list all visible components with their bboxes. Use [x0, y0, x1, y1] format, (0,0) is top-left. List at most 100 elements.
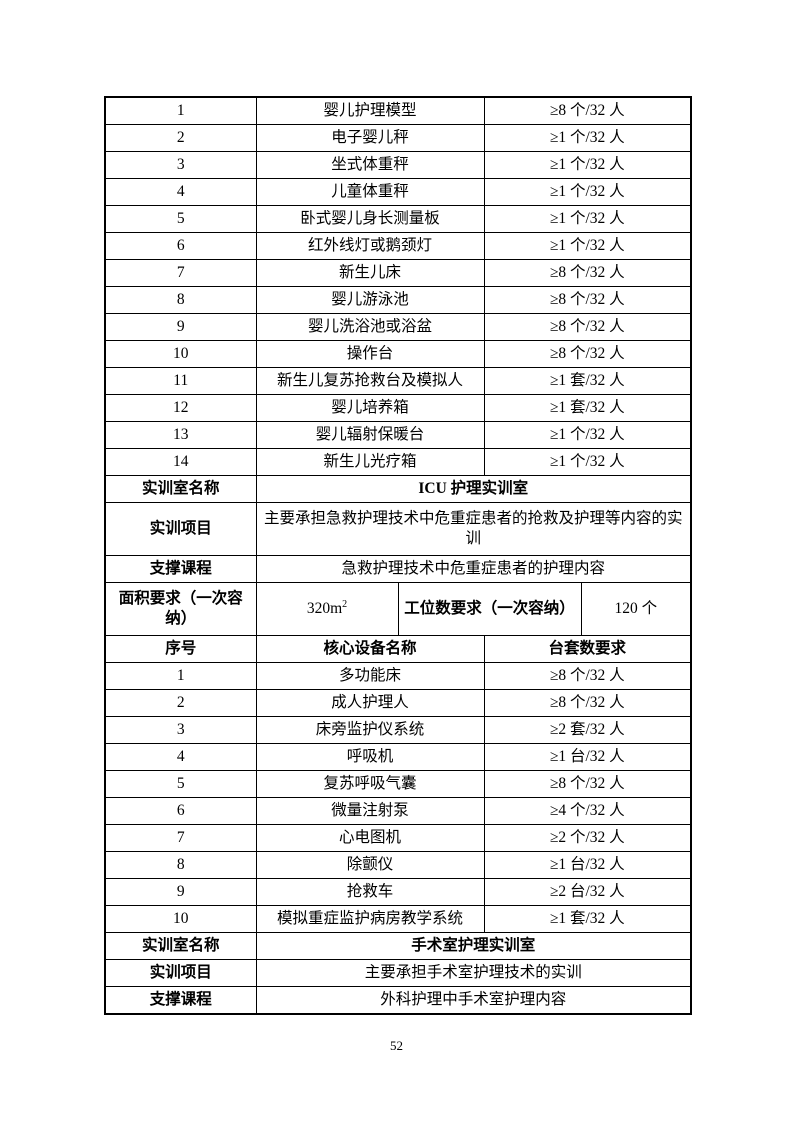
project-row: 实训项目 主要承担急救护理技术中危重症患者的抢救及护理等内容的实训 [104, 502, 692, 556]
area-row: 面积要求（一次容纳） 320m2 工位数要求（一次容纳） 120 个 [104, 582, 692, 636]
course-value-cell: 急救护理技术中危重症患者的护理内容 [255, 555, 692, 583]
serial-cell: 6 [104, 797, 257, 825]
equipment-name-cell: 微量注射泵 [255, 797, 485, 825]
serial-cell: 6 [104, 232, 257, 260]
quantity-cell: ≥1 个/32 人 [483, 232, 692, 260]
course-row: 支撑课程 外科护理中手术室护理内容 [104, 986, 692, 1015]
infant-equipment-rows: 1 婴儿护理模型 ≥8 个/32 人 2 电子婴儿秤 ≥1 个/32 人 3 坐… [104, 96, 692, 476]
table-row: 6 微量注射泵 ≥4 个/32 人 [104, 797, 692, 825]
equipment-name-cell: 红外线灯或鹅颈灯 [255, 232, 485, 260]
equipment-name-cell: 复苏呼吸气囊 [255, 770, 485, 798]
training-room-spec-table: 1 婴儿护理模型 ≥8 个/32 人 2 电子婴儿秤 ≥1 个/32 人 3 坐… [104, 96, 693, 1015]
room-name-label-cell: 实训室名称 [104, 932, 257, 960]
icu-section: 实训室名称 ICU 护理实训室 实训项目 主要承担急救护理技术中危重症患者的抢救… [104, 475, 692, 663]
quantity-cell: ≥1 套/32 人 [483, 367, 692, 395]
table-row: 3 床旁监护仪系统 ≥2 套/32 人 [104, 716, 692, 744]
table-row: 7 新生儿床 ≥8 个/32 人 [104, 259, 692, 287]
workstation-label-cell: 工位数要求（一次容纳） [397, 582, 582, 636]
serial-cell: 13 [104, 421, 257, 449]
equipment-name-cell: 坐式体重秤 [255, 151, 485, 179]
room-name-value-cell: 手术室护理实训室 [255, 932, 692, 960]
project-row: 实训项目 主要承担手术室护理技术的实训 [104, 959, 692, 987]
course-value-cell: 外科护理中手术室护理内容 [255, 986, 692, 1015]
equipment-name-cell: 新生儿复苏抢救台及模拟人 [255, 367, 485, 395]
table-row: 9 婴儿洗浴池或浴盆 ≥8 个/32 人 [104, 313, 692, 341]
table-row: 2 电子婴儿秤 ≥1 个/32 人 [104, 124, 692, 152]
quantity-cell: ≥4 个/32 人 [483, 797, 692, 825]
equipment-name-cell: 婴儿洗浴池或浴盆 [255, 313, 485, 341]
quantity-cell: ≥2 套/32 人 [483, 716, 692, 744]
serial-cell: 2 [104, 689, 257, 717]
quantity-cell: ≥8 个/32 人 [483, 770, 692, 798]
table-row: 1 婴儿护理模型 ≥8 个/32 人 [104, 96, 692, 125]
serial-cell: 14 [104, 448, 257, 476]
serial-cell: 7 [104, 259, 257, 287]
equipment-name-cell: 新生儿光疗箱 [255, 448, 485, 476]
table-row: 8 除颤仪 ≥1 台/32 人 [104, 851, 692, 879]
header-quantity-cell: 台套数要求 [483, 635, 692, 663]
serial-cell: 7 [104, 824, 257, 852]
equipment-name-cell: 操作台 [255, 340, 485, 368]
table-row: 4 儿童体重秤 ≥1 个/32 人 [104, 178, 692, 206]
serial-cell: 9 [104, 313, 257, 341]
quantity-cell: ≥8 个/32 人 [483, 286, 692, 314]
table-row: 9 抢救车 ≥2 台/32 人 [104, 878, 692, 906]
area-superscript: 2 [342, 598, 348, 610]
equipment-name-cell: 卧式婴儿身长测量板 [255, 205, 485, 233]
serial-cell: 10 [104, 340, 257, 368]
table-row: 11 新生儿复苏抢救台及模拟人 ≥1 套/32 人 [104, 367, 692, 395]
serial-cell: 5 [104, 770, 257, 798]
equipment-name-cell: 心电图机 [255, 824, 485, 852]
project-value-cell: 主要承担手术室护理技术的实训 [255, 959, 692, 987]
quantity-cell: ≥8 个/32 人 [483, 689, 692, 717]
quantity-cell: ≥1 套/32 人 [483, 394, 692, 422]
page-number: 52 [390, 1038, 403, 1053]
serial-cell: 1 [104, 662, 257, 690]
workstation-value-cell: 120 个 [580, 582, 692, 636]
serial-cell: 9 [104, 878, 257, 906]
equipment-name-cell: 婴儿护理模型 [255, 96, 485, 125]
quantity-cell: ≥1 个/32 人 [483, 124, 692, 152]
table-row: 5 复苏呼吸气囊 ≥8 个/32 人 [104, 770, 692, 798]
quantity-cell: ≥1 个/32 人 [483, 151, 692, 179]
equipment-name-cell: 呼吸机 [255, 743, 485, 771]
room-name-label-cell: 实训室名称 [104, 475, 257, 503]
equipment-name-cell: 婴儿培养箱 [255, 394, 485, 422]
project-label-cell: 实训项目 [104, 502, 257, 556]
room-name-value-cell: ICU 护理实训室 [255, 475, 692, 503]
project-value-cell: 主要承担急救护理技术中危重症患者的抢救及护理等内容的实训 [255, 502, 692, 556]
room-name-row: 实训室名称 手术室护理实训室 [104, 932, 692, 960]
serial-cell: 3 [104, 151, 257, 179]
equipment-name-cell: 除颤仪 [255, 851, 485, 879]
area-value-cell: 320m2 [255, 582, 399, 636]
course-label-cell: 支撑课程 [104, 986, 257, 1015]
quantity-cell: ≥1 个/32 人 [483, 205, 692, 233]
quantity-cell: ≥1 个/32 人 [483, 421, 692, 449]
quantity-cell: ≥8 个/32 人 [483, 96, 692, 125]
table-row: 12 婴儿培养箱 ≥1 套/32 人 [104, 394, 692, 422]
serial-cell: 4 [104, 178, 257, 206]
table-row: 7 心电图机 ≥2 个/32 人 [104, 824, 692, 852]
quantity-cell: ≥1 台/32 人 [483, 743, 692, 771]
serial-cell: 5 [104, 205, 257, 233]
table-row: 1 多功能床 ≥8 个/32 人 [104, 662, 692, 690]
area-value: 320m [306, 599, 343, 617]
table-row: 10 模拟重症监护病房教学系统 ≥1 套/32 人 [104, 905, 692, 933]
quantity-cell: ≥8 个/32 人 [483, 662, 692, 690]
icu-equipment-rows: 1 多功能床 ≥8 个/32 人 2 成人护理人 ≥8 个/32 人 3 床旁监… [104, 662, 692, 933]
equipment-name-cell: 儿童体重秤 [255, 178, 485, 206]
course-row: 支撑课程 急救护理技术中危重症患者的护理内容 [104, 555, 692, 583]
quantity-cell: ≥1 个/32 人 [483, 448, 692, 476]
quantity-cell: ≥8 个/32 人 [483, 313, 692, 341]
serial-cell: 3 [104, 716, 257, 744]
room-name-row: 实训室名称 ICU 护理实训室 [104, 475, 692, 503]
table-row: 14 新生儿光疗箱 ≥1 个/32 人 [104, 448, 692, 476]
equipment-name-cell: 电子婴儿秤 [255, 124, 485, 152]
equipment-name-cell: 成人护理人 [255, 689, 485, 717]
table-row: 8 婴儿游泳池 ≥8 个/32 人 [104, 286, 692, 314]
quantity-cell: ≥2 个/32 人 [483, 824, 692, 852]
table-row: 4 呼吸机 ≥1 台/32 人 [104, 743, 692, 771]
serial-cell: 10 [104, 905, 257, 933]
serial-cell: 1 [104, 96, 257, 125]
